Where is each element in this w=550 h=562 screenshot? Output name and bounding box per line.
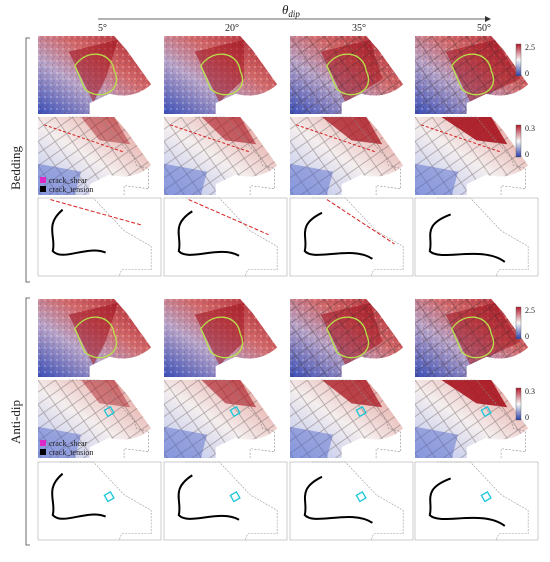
tension-crack-band <box>295 124 377 153</box>
angle-label-5: 5° <box>98 23 107 34</box>
monitor-point-marker <box>229 405 241 418</box>
monitor-point-marker <box>480 405 492 418</box>
tension-crack-trace <box>177 474 240 521</box>
crack-tension-swatch <box>40 449 46 455</box>
angle-label-50: 50° <box>477 23 491 34</box>
colorbar-min-label: 0 <box>525 413 529 422</box>
monitor-point-marker <box>103 491 115 503</box>
shear-band-trace <box>50 199 143 226</box>
panel-disp-g0-c2 <box>290 36 404 114</box>
monitor-point-marker <box>480 491 492 503</box>
panel-crack-g1-c0 <box>37 461 162 541</box>
crack-shear-label: crack_shear <box>49 439 88 448</box>
tension-crack-band <box>169 124 251 153</box>
crack-tension-label: crack_tension <box>49 448 93 457</box>
group-label-bedding: Bedding <box>8 145 23 190</box>
colorbar-mid-g0: 0.30 <box>515 124 535 159</box>
colorbar-max-label: 2.5 <box>525 306 535 315</box>
tension-crack-trace <box>51 208 107 256</box>
crack-tension-swatch <box>40 186 46 192</box>
group-bracket-antidip <box>25 297 30 546</box>
slip-zone-outline <box>200 316 243 359</box>
panel-disp-g1-c1 <box>164 299 278 377</box>
crack-tension-label: crack_tension <box>49 185 93 194</box>
slip-zone-outline <box>326 316 369 359</box>
colorbar-min-label: 0 <box>525 150 529 159</box>
theta-axis-arrow <box>485 16 491 22</box>
angle-label-20: 20° <box>225 23 239 34</box>
tension-crack-trace <box>177 210 240 257</box>
monitor-point-marker <box>229 491 241 503</box>
slip-zone-outline <box>74 316 117 359</box>
shear-band-trace <box>326 199 395 245</box>
theta-label: θdip <box>282 2 300 19</box>
slip-zone-outline <box>451 316 494 359</box>
tension-crack-trace <box>428 213 506 263</box>
slip-zone-outline <box>74 53 117 96</box>
crack-shear-label: crack_shear <box>49 176 88 185</box>
panel-crack-g1-c1 <box>163 461 288 541</box>
panel-crack-g1-c3 <box>414 461 539 541</box>
colorbar-max-label: 0.3 <box>525 387 535 396</box>
tension-crack-trace <box>51 472 107 520</box>
tension-crack-trace <box>303 211 373 260</box>
monitor-point-marker <box>355 405 367 418</box>
monitor-point-marker <box>103 405 115 418</box>
panel-strain-g1-c1 <box>164 379 278 458</box>
colorbar-max-label: 2.5 <box>525 43 535 52</box>
crack-shear-swatch <box>40 177 46 183</box>
tension-crack-band <box>43 124 125 153</box>
tension-crack-band <box>420 124 502 153</box>
panel-strain-g0-c1 <box>164 116 278 195</box>
panel-disp-g1-c0 <box>38 299 152 377</box>
group-bracket-bedding <box>25 37 30 283</box>
panel-disp-g1-c2 <box>290 299 404 377</box>
colorbar-top-g1: 2.50 <box>515 306 535 341</box>
slip-zone-outline <box>451 53 494 96</box>
angle-label-35: 35° <box>352 23 366 34</box>
panel-crack-g1-c2 <box>289 461 414 541</box>
colorbar-max-label: 0.3 <box>525 124 535 133</box>
colorbar-min-label: 0 <box>525 69 529 78</box>
monitor-point-marker <box>355 491 367 503</box>
panel-crack-g0-c3 <box>414 197 539 277</box>
panel-disp-g0-c1 <box>164 36 278 114</box>
tension-crack-trace <box>303 475 373 524</box>
slip-zone-outline <box>326 53 369 96</box>
panel-crack-g0-c1 <box>163 197 288 277</box>
panel-strain-g0-c2 <box>290 116 404 195</box>
tension-crack-trace <box>428 477 506 527</box>
panel-strain-g1-c2 <box>290 379 404 458</box>
slip-zone-outline <box>200 53 243 96</box>
group-label-antidip: Anti-dip <box>8 400 23 444</box>
colorbar-top-g0: 2.50 <box>515 43 535 78</box>
shear-band-trace <box>188 199 269 236</box>
colorbar-mid-g1: 0.30 <box>515 387 535 422</box>
panel-crack-g0-c0 <box>37 197 162 277</box>
colorbar-min-label: 0 <box>525 332 529 341</box>
panel-crack-g0-c2 <box>289 197 414 277</box>
panel-disp-g0-c0 <box>38 36 152 114</box>
crack-shear-swatch <box>40 440 46 446</box>
